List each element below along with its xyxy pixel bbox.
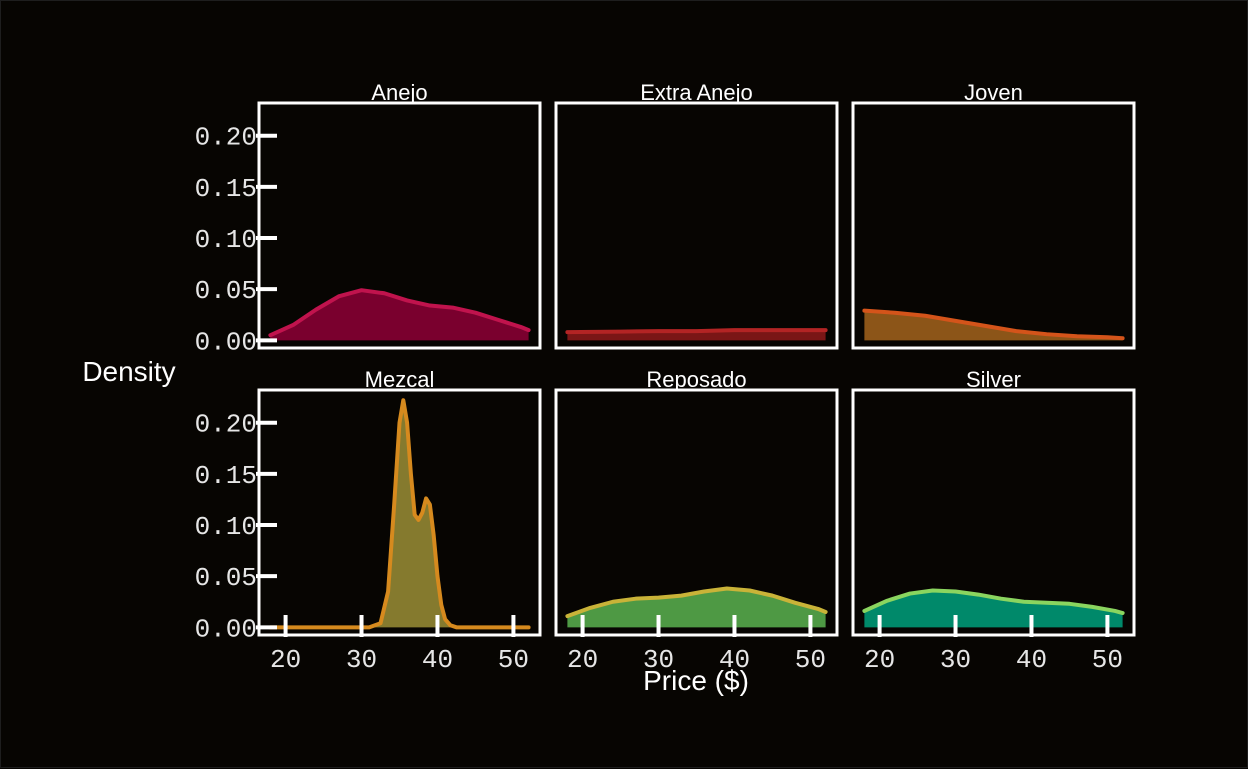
- density-area-silver: [864, 590, 1123, 628]
- y-tick-label: 0.10: [195, 225, 257, 255]
- y-tick-label: 0.05: [195, 276, 257, 306]
- x-tick-label: 50: [795, 645, 826, 675]
- x-tick-label: 30: [346, 645, 377, 675]
- panel-title-silver: Silver: [966, 367, 1021, 392]
- density-area-reposado: [567, 588, 826, 628]
- x-tick-label: 40: [422, 645, 453, 675]
- density-area-anejo: [270, 290, 529, 341]
- x-tick-label: 40: [1016, 645, 1047, 675]
- panel-frame-mezcal: [257, 388, 542, 637]
- panel-frame-joven: [851, 101, 1136, 350]
- y-tick-label: 0.15: [195, 461, 257, 491]
- y-tick-label: 0.10: [195, 512, 257, 542]
- panel-frame-silver: [851, 388, 1136, 637]
- x-tick-label: 50: [498, 645, 529, 675]
- density-line-extra-anejo: [565, 328, 828, 335]
- y-tick-label: 0.20: [195, 410, 257, 440]
- x-tick-label: 40: [719, 645, 750, 675]
- panel-title-reposado: Reposado: [646, 367, 746, 392]
- y-tick-label: 0.00: [195, 614, 257, 644]
- y-tick-label: 0.05: [195, 563, 257, 593]
- y-tick-label: 0.00: [195, 327, 257, 357]
- x-tick-label: 50: [1092, 645, 1123, 675]
- y-tick-label: 0.15: [195, 174, 257, 204]
- panel-frame-reposado: [554, 388, 839, 637]
- density-line-mezcal: [268, 398, 531, 630]
- panel-frame-anejo: [257, 101, 542, 350]
- x-tick-label: 20: [567, 645, 598, 675]
- density-line-joven: [862, 308, 1125, 341]
- x-tick-label: 20: [864, 645, 895, 675]
- panel-title-joven: Joven: [964, 80, 1023, 105]
- x-axis-title: Price ($): [643, 665, 749, 696]
- panel-title-mezcal: Mezcal: [365, 367, 435, 392]
- panel-title-extra-anejo: Extra Anejo: [640, 80, 753, 105]
- x-tick-label: 30: [940, 645, 971, 675]
- x-tick-label: 20: [270, 645, 301, 675]
- density-line-silver: [862, 588, 1125, 616]
- y-tick-label: 0.20: [195, 123, 257, 153]
- density-area-mezcal: [270, 400, 529, 628]
- density-line-reposado: [565, 586, 828, 619]
- x-tick-label: 30: [643, 645, 674, 675]
- y-axis-title: Density: [82, 356, 175, 387]
- panel-frame-extra-anejo: [554, 101, 839, 350]
- density-line-anejo: [268, 288, 531, 338]
- panel-title-anejo: Anejo: [371, 80, 427, 105]
